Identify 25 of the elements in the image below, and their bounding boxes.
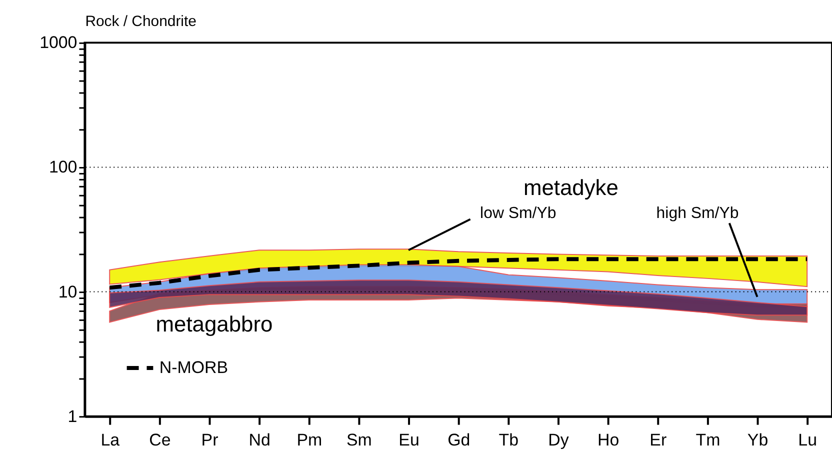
annotation: metagabbro [156, 312, 273, 337]
x-tick-label: Gd [448, 430, 470, 450]
annotation: metadyke [523, 175, 618, 200]
x-tick-label: Yb [747, 430, 768, 450]
y-tick-label: 1 [68, 406, 78, 426]
x-tick-label: Dy [548, 430, 570, 450]
y-tick-label: 1000 [40, 33, 78, 52]
x-tick-label: Ce [149, 430, 171, 450]
annotation: low Sm/Yb [480, 205, 556, 222]
annotation: high Sm/Yb [656, 205, 739, 222]
x-tick-label: Pr [201, 430, 219, 450]
x-tick-label: La [100, 430, 120, 450]
x-tick-label: Lu [798, 430, 817, 450]
y-axis-title: Rock / Chondrite [85, 13, 196, 30]
y-tick-label: 100 [48, 158, 78, 177]
x-tick-label: Eu [398, 430, 420, 450]
x-tick-label: Tm [696, 430, 720, 450]
x-tick-label: Sm [346, 430, 372, 450]
x-tick-label: Er [650, 430, 667, 450]
x-tick-label: Nd [248, 430, 270, 450]
x-tick-label: Tb [498, 430, 519, 450]
x-tick-label: Pm [296, 430, 322, 450]
y-tick-label: 10 [58, 282, 78, 302]
legend-label: N-MORB [159, 358, 228, 377]
x-tick-label: Ho [597, 430, 620, 450]
